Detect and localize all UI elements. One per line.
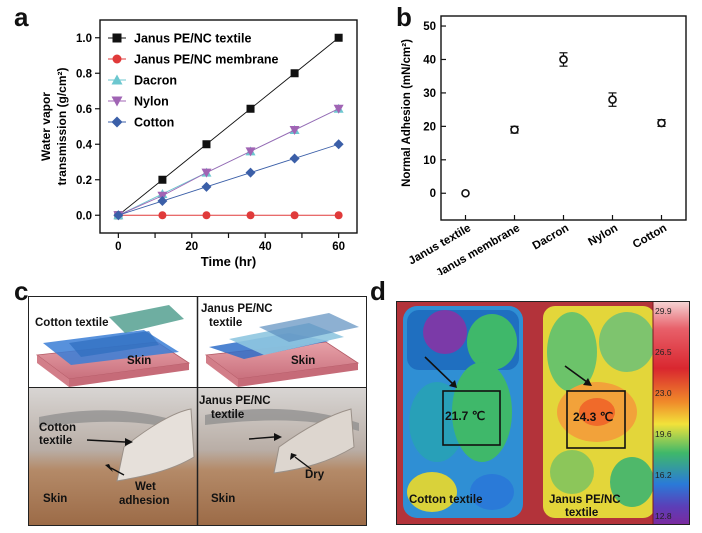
illus-right-title-1: Janus PE/NC (201, 303, 273, 315)
photo-right-label-2: textile (211, 409, 245, 421)
x-tick-label-a: 20 (185, 241, 198, 253)
data-point-b (510, 125, 519, 135)
y-tick-label-a: 1.0 (76, 33, 92, 45)
data-point-a (334, 211, 343, 220)
photo-left-label-1: Cotton (39, 422, 77, 434)
y-tick-label-a: 0.0 (76, 210, 92, 222)
colorbar-tick-label: 12.8 (655, 511, 672, 521)
plot-frame-b (440, 15, 687, 221)
series-line-a (118, 37, 339, 216)
right-sample-label-1: Janus PE/NC (549, 494, 621, 506)
panel-c: Cotton textile Skin Janus PE/NC textile … (28, 296, 367, 526)
data-point-a (333, 104, 344, 114)
colorbar-tick-label: 23.0 (655, 388, 672, 398)
colorbar-tick-label: 16.2 (655, 470, 672, 480)
legend-marker-a (112, 33, 122, 43)
illus-left-skin: Skin (127, 355, 152, 367)
data-point-a (201, 168, 212, 178)
data-point-a (158, 175, 167, 184)
data-point-a (157, 196, 168, 207)
x-tick-label-a: 40 (259, 241, 272, 253)
series-line-a (118, 108, 339, 216)
panel-label-c: c (14, 276, 29, 306)
data-point-b (657, 118, 666, 128)
y-axis-label-a: Water vapor (39, 92, 53, 161)
x-tick-label-a: 60 (332, 241, 345, 253)
data-point-a (290, 69, 299, 78)
y-tick-label-b: 30 (423, 88, 436, 100)
chart-a: 0 20 40 60 0.0 0.2 0.4 0.6 0.8 1.0 Janus PE/NC tex… (39, 19, 358, 269)
data-point-b (608, 95, 617, 104)
data-point-a (333, 139, 344, 150)
right-sample-label-2: textile (565, 507, 599, 519)
data-point-a (334, 33, 343, 42)
y-axis-label-a: transmission (g/cm²) (55, 67, 69, 185)
illus-right-title-2: textile (209, 317, 243, 329)
data-point-a (201, 181, 212, 192)
x-tick-label-b: Nylon (586, 222, 620, 248)
data-point-a (245, 167, 256, 178)
panel-label-a: a (14, 2, 29, 32)
data-point-a (158, 211, 167, 220)
y-tick-label-a: 0.8 (76, 68, 93, 80)
colorbar-tick-label: 26.5 (655, 347, 672, 357)
series-line-a (118, 143, 339, 216)
x-tick-label-b: Cotton (631, 222, 669, 251)
photo-left-skin: Skin (43, 493, 68, 505)
y-tick-label-a: 0.4 (76, 139, 93, 151)
y-tick-label-a: 0.6 (76, 104, 92, 116)
illus-right-skin: Skin (291, 355, 316, 367)
legend-marker-a (111, 74, 123, 85)
x-tick-label-a: 0 (115, 241, 121, 253)
colorbar-tick-label: 19.6 (655, 429, 672, 439)
legend-label-a: Nylon (134, 95, 169, 109)
panel-label-b: b (396, 2, 412, 32)
legend-label-a: Janus PE/NC textile (134, 32, 251, 46)
y-tick-label-b: 40 (423, 54, 436, 66)
data-point-b (559, 55, 568, 64)
x-tick-label-b: Janus membrane (434, 222, 522, 275)
data-point-b (461, 188, 470, 198)
panel-c-illustration (29, 297, 366, 525)
legend-label-a: Dacron (134, 74, 177, 88)
y-tick-label-a: 0.2 (76, 175, 92, 187)
legend-label-a: Janus PE/NC membrane (134, 53, 279, 67)
y-tick-label-b: 50 (423, 21, 436, 33)
data-point-a (113, 210, 124, 221)
photo-left-label-2: textile (39, 435, 73, 447)
photo-right-dry: Dry (305, 469, 325, 481)
right-temperature: 24.3 ℃ (573, 410, 614, 424)
panel-label-d: d (370, 276, 386, 306)
x-axis-label-a: Time (hr) (201, 254, 256, 269)
left-temperature: 21.7 ℃ (445, 409, 486, 423)
data-point-a (202, 211, 211, 220)
illus-left-title: Cotton textile (35, 317, 109, 329)
data-point-a (245, 147, 256, 157)
y-axis-label-b: Normal Adhesion (mN/cm²) (401, 39, 413, 187)
photo-right-label-1: Janus PE/NC (199, 395, 271, 407)
x-tick-label-b: Dacron (531, 222, 571, 252)
left-sample-label: Cotton textile (409, 494, 483, 506)
data-point-a (202, 140, 211, 149)
photo-left-wet-2: adhesion (119, 495, 170, 507)
y-tick-label-b: 0 (430, 188, 436, 200)
data-point-a (290, 211, 299, 220)
legend-label-a: Cotton (134, 116, 174, 130)
data-point-a (246, 211, 255, 220)
legend-marker-a (112, 54, 122, 64)
y-tick-label-b: 10 (423, 155, 436, 167)
legend-marker-a (111, 116, 123, 128)
data-point-a (289, 126, 300, 136)
panel-d: 21.7 ℃ 24.3 ℃ Cotton textile Janus PE/NC… (396, 301, 690, 525)
data-point-a (246, 104, 255, 113)
data-point-a (289, 153, 300, 164)
thermal-image (397, 302, 689, 524)
legend-marker-a (111, 96, 123, 107)
colorbar-tick-label: 29.9 (655, 306, 672, 316)
photo-right-skin: Skin (211, 493, 236, 505)
y-tick-label-b: 20 (423, 121, 436, 133)
photo-left-wet-1: Wet (135, 481, 156, 493)
